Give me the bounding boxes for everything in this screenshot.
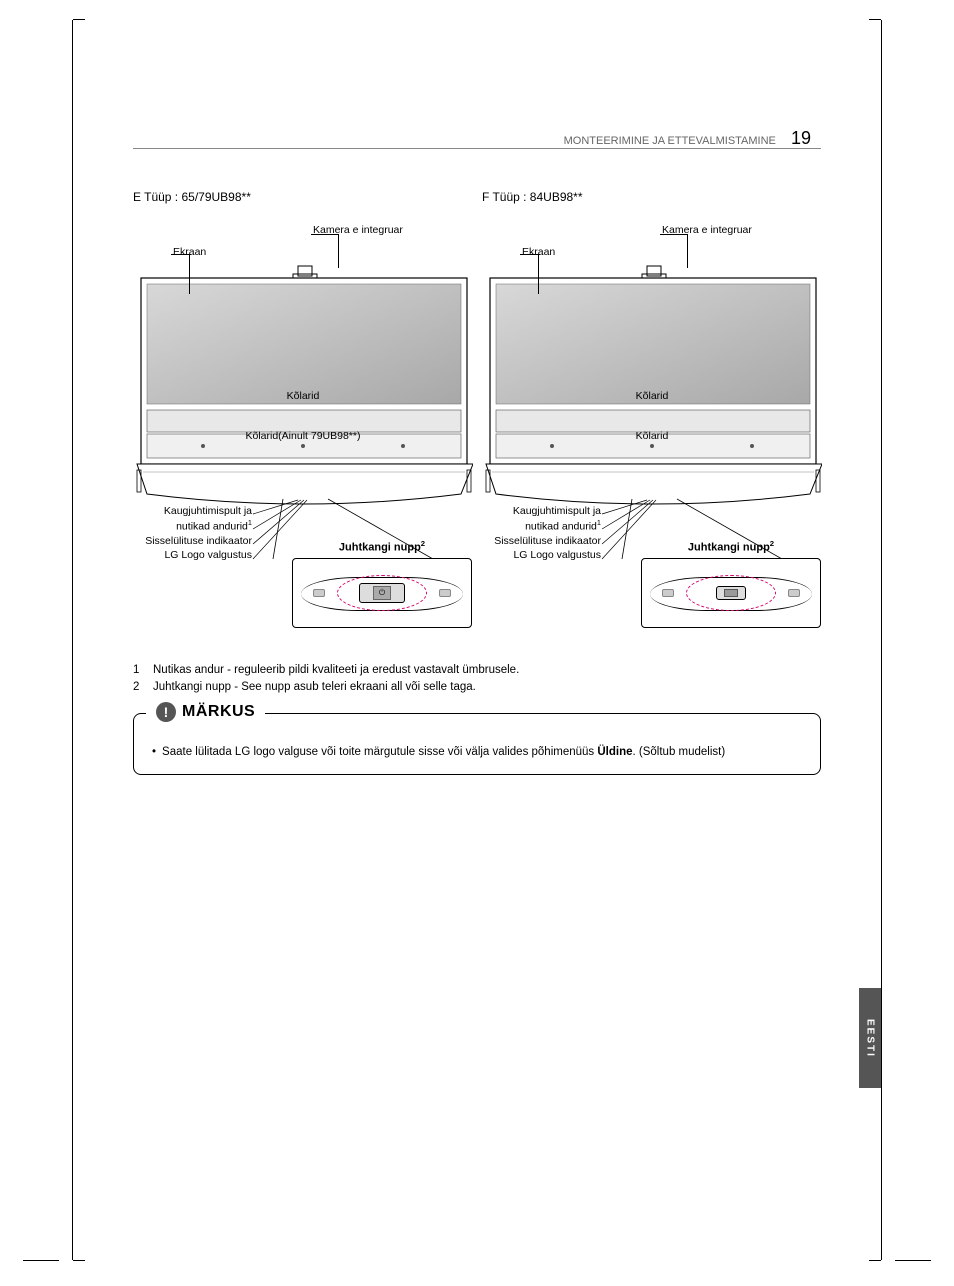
sensor-label-group: Kaugjuhtimispult ja nutikad andurid1 Sis…	[476, 504, 601, 562]
header-rule	[133, 148, 821, 149]
section-title: MONTEERIMINE JA ETTEVALMISTAMINE	[564, 135, 776, 147]
language-tab: EESTI	[859, 988, 881, 1088]
joystick-detail: Juhtkangi nupp2	[641, 539, 821, 634]
label-camera: Kamera e integruar	[313, 224, 463, 238]
label-speakers-1: Kõlarid	[253, 390, 353, 404]
note-box: ! MÄRKUS • Saate lülitada LG logo valgus…	[133, 713, 821, 775]
joystick-detail: Juhtkangi nupp2 ⏻	[292, 539, 472, 634]
joystick-box	[641, 558, 821, 628]
power-icon: ⏻	[373, 586, 391, 600]
footnotes: 1 Nutikas andur - reguleerib pildi kvali…	[133, 662, 821, 697]
label-screen: Ekraan	[173, 246, 233, 260]
footnote-2: 2 Juhtkangi nupp - See nupp asub teleri …	[133, 679, 821, 696]
info-icon: !	[156, 702, 176, 722]
diagram-e-type: E Tüüp : 65/79UB98**	[133, 190, 472, 634]
joystick-button: ⏻	[359, 583, 405, 603]
diagram-title: F Tüüp : 84UB98**	[482, 190, 821, 204]
label-speakers-2: Kõlarid(Ainult 79UB98**)	[223, 430, 383, 444]
page: MONTEERIMINE JA ETTEVALMISTAMINE 19 E Tü…	[72, 20, 882, 1260]
note-title-wrap: ! MÄRKUS	[146, 702, 265, 722]
joystick-button	[716, 586, 746, 600]
label-speakers-2: Kõlarid	[602, 430, 702, 444]
page-number: 19	[791, 128, 811, 148]
tv-illustration: Kamera e integruar Ekraan Kõlarid Kõlari…	[133, 214, 472, 634]
diagram-title: E Tüüp : 65/79UB98**	[133, 190, 472, 204]
tv-illustration: Kamera e integruar Ekraan Kõlarid Kõlari…	[482, 214, 821, 634]
joystick-label: Juhtkangi nupp2	[292, 539, 472, 554]
label-camera: Kamera e integruar	[662, 224, 812, 238]
joystick-nub	[724, 589, 738, 597]
joystick-label: Juhtkangi nupp2	[641, 539, 821, 554]
note-body: • Saate lülitada LG logo valguse või toi…	[152, 744, 802, 760]
diagram-f-type: F Tüüp : 84UB98**	[482, 190, 821, 634]
note-title: MÄRKUS	[182, 703, 255, 721]
joystick-box: ⏻	[292, 558, 472, 628]
label-screen: Ekraan	[522, 246, 582, 260]
running-header: MONTEERIMINE JA ETTEVALMISTAMINE 19	[564, 128, 811, 149]
sensor-label-group: Kaugjuhtimispult ja nutikad andurid1 Sis…	[127, 504, 252, 562]
diagrams-row: E Tüüp : 65/79UB98**	[133, 190, 821, 634]
footnote-1: 1 Nutikas andur - reguleerib pildi kvali…	[133, 662, 821, 679]
label-speakers-1: Kõlarid	[602, 390, 702, 404]
content-area: E Tüüp : 65/79UB98**	[133, 190, 821, 775]
